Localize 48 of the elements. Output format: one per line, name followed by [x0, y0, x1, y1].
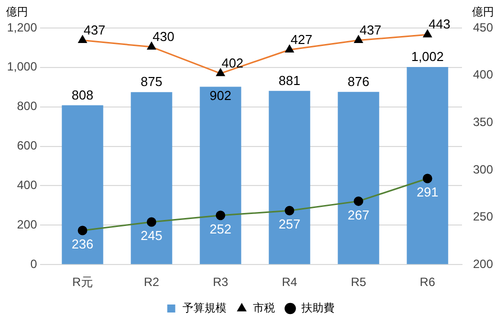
data-label: 1,002: [411, 49, 444, 64]
data-label: 430: [152, 29, 174, 44]
data-label: 437: [360, 22, 382, 38]
data-label: 902: [210, 88, 232, 103]
y2-axis-title: 億円: [472, 6, 494, 19]
bar: [200, 86, 242, 264]
y-axis-title: 億円: [6, 6, 28, 19]
data-label: 252: [210, 221, 232, 236]
x-tick-label: R6: [420, 275, 436, 290]
x-tick-label: R元: [72, 275, 93, 290]
x-tick-label: R3: [212, 275, 228, 290]
legend-label: 扶助費: [300, 302, 334, 315]
data-label: 427: [290, 32, 312, 47]
y2-tick-label: 200: [472, 256, 494, 271]
data-label: 236: [72, 236, 94, 252]
bar: [62, 105, 104, 264]
bar: [406, 67, 448, 264]
data-label: 443: [428, 16, 450, 32]
y-tick-label: 0: [30, 256, 38, 271]
bar: [338, 92, 380, 264]
y-tick-label: 200: [17, 217, 38, 232]
y2-tick-label: 450: [472, 20, 494, 34]
x-tick-label: R2: [144, 275, 160, 290]
y2-tick-label: 350: [472, 114, 494, 129]
data-label: 245: [140, 228, 162, 244]
data-label: 402: [222, 56, 244, 71]
data-label: 876: [348, 74, 370, 89]
data-label: 437: [84, 22, 106, 38]
y-tick-label: 600: [17, 138, 38, 153]
data-label: 808: [72, 87, 94, 102]
x-tick-label: R4: [282, 275, 298, 290]
bar: [268, 90, 310, 264]
y-tick-label: 1,200: [7, 20, 38, 34]
data-label: 267: [348, 207, 370, 222]
legend-label: 予算規模: [182, 302, 226, 315]
data-label: 881: [278, 72, 300, 88]
y-tick-label: 800: [17, 99, 38, 114]
y2-tick-label: 400: [472, 68, 494, 82]
data-label: 875: [140, 74, 162, 90]
y-tick-label: 400: [17, 178, 38, 192]
data-label: 257: [278, 216, 300, 232]
legend-label: 市税: [252, 302, 275, 315]
bar: [130, 92, 172, 264]
y-tick-label: 1,000: [7, 60, 38, 74]
y2-tick-label: 250: [472, 210, 494, 224]
x-tick-label: R5: [350, 275, 366, 290]
y2-tick-label: 300: [472, 162, 494, 176]
data-label: 291: [416, 184, 438, 200]
